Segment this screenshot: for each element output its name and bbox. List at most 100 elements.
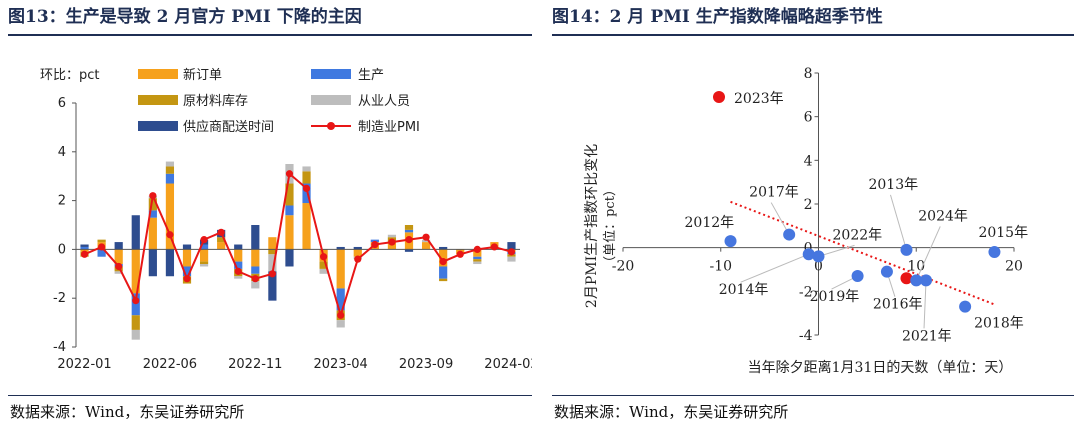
x-axis-title: 当年除夕距离1月31日的天数（单位：天） [748, 359, 1013, 376]
legend-swatch-new-orders [138, 69, 178, 79]
pmi-point [200, 236, 208, 244]
scatter-point [920, 274, 933, 287]
bar-production [131, 293, 140, 316]
bar-employment [507, 256, 516, 262]
label-leader [770, 202, 790, 235]
point-label: 2012年 [685, 215, 735, 231]
bar-raw_inventory [148, 198, 157, 211]
point-label: 2016年 [873, 297, 923, 313]
bar-production [336, 288, 345, 311]
y-tick-label: -4 [53, 340, 66, 355]
right-figure-title: 图14：2 月 PMI 生产指数降幅略超季节性 [552, 7, 883, 27]
bar-new_orders [182, 249, 192, 267]
pmi-point [80, 250, 89, 258]
scatter-point [910, 274, 923, 287]
bar-production [97, 249, 106, 257]
legend-swatch-delivery [138, 121, 178, 131]
bar-employment [114, 271, 123, 274]
y-tick-label: 2 [58, 194, 66, 209]
x-tick-label: 2023-04 [314, 357, 368, 372]
bar-delivery [131, 215, 140, 250]
left-panel: 图13：生产是导致 2 月官方 PMI 下降的主因 环比：pct 新订单 生产 … [8, 0, 532, 442]
pmi-point [183, 275, 191, 283]
legend-marker-2023 [713, 91, 725, 103]
pmi-point [115, 262, 123, 271]
bar-new_orders [336, 249, 345, 289]
y-tick-label: -2 [53, 291, 66, 306]
legend-label-raw-inventory: 原材料库存 [183, 93, 248, 109]
bar-production [148, 210, 157, 218]
bar-new_orders [234, 249, 243, 262]
bar-new_orders [473, 249, 482, 257]
bar-employment [131, 329, 140, 340]
y-tick-label: -2 [799, 284, 813, 300]
left-source-rule [8, 395, 532, 396]
legend-label-new-orders: 新订单 [183, 67, 222, 83]
bar-new_orders [285, 215, 294, 250]
pmi-point [490, 243, 498, 251]
unit-label: 环比：pct [40, 68, 100, 83]
pmi-point [234, 267, 242, 275]
bar-production [165, 173, 175, 184]
bar-production [404, 229, 414, 233]
bar-new_orders [165, 183, 175, 250]
bar-new_orders [251, 249, 260, 267]
bar-employment [473, 261, 482, 265]
trend-line [730, 200, 995, 306]
y-axis-unit: （单位：pct） [603, 183, 618, 269]
pmi-point [132, 297, 140, 305]
point-label: 2015年 [978, 225, 1028, 241]
label-leader [915, 226, 941, 281]
left-title-rule [8, 34, 532, 36]
bar-employment [165, 161, 175, 167]
scatter-point [880, 265, 893, 278]
x-tick-label: 2024-02 [484, 357, 532, 372]
bar-production [251, 266, 260, 274]
bar-employment [199, 264, 209, 267]
legend-label-2023: 2023年 [734, 91, 784, 107]
pmi-point [285, 170, 294, 178]
bar-raw_inventory [404, 225, 414, 230]
bar-employment [336, 320, 345, 328]
label-leader [818, 244, 855, 257]
scatter-point [959, 300, 972, 313]
bar-employment [319, 268, 328, 274]
pmi-contribution-chart: 环比：pct 新订单 生产 原材料库存 从业人员 供应商配送时间 制造业PMI … [40, 67, 532, 372]
bar-delivery [439, 246, 448, 250]
legend-label-pmi: 制造业PMI [358, 120, 420, 135]
pmi-point [439, 258, 447, 266]
pmi-point [217, 228, 225, 236]
bar-production [285, 205, 294, 216]
pmi-point [149, 192, 157, 200]
bar-delivery [165, 249, 175, 277]
point-label: 2021年 [902, 328, 952, 344]
legend-swatch-production [311, 69, 351, 79]
bar-delivery [285, 249, 294, 267]
y-tick-label: 8 [804, 66, 813, 82]
point-label: 2022年 [833, 227, 883, 243]
bar-employment [234, 276, 243, 279]
legend-swatch-raw-inventory [138, 95, 178, 105]
bar-raw_inventory [199, 261, 209, 265]
scatter-point [812, 250, 825, 263]
scatter-point [783, 228, 796, 241]
bar-raw_inventory [165, 166, 175, 174]
scatter-point [851, 270, 864, 283]
bar-new_orders [387, 242, 397, 250]
bar-new_orders [421, 242, 431, 250]
bar-new_orders [353, 249, 362, 257]
right-source-rule [552, 395, 1074, 396]
bar-raw_inventory [97, 239, 106, 243]
bar-production [234, 261, 243, 269]
pmi-point [98, 243, 106, 251]
pmi-point [251, 275, 259, 283]
bar-new_orders [131, 249, 140, 294]
bar-delivery [251, 225, 260, 250]
x-tick-label: 2022-06 [143, 357, 197, 372]
x-tick-label: 2022-11 [228, 357, 282, 372]
y-tick-label: 6 [804, 110, 813, 126]
pmi-line [84, 171, 512, 319]
bar-new_orders [114, 249, 123, 265]
y-tick-label: 6 [58, 96, 66, 111]
pmi-point [422, 233, 430, 241]
